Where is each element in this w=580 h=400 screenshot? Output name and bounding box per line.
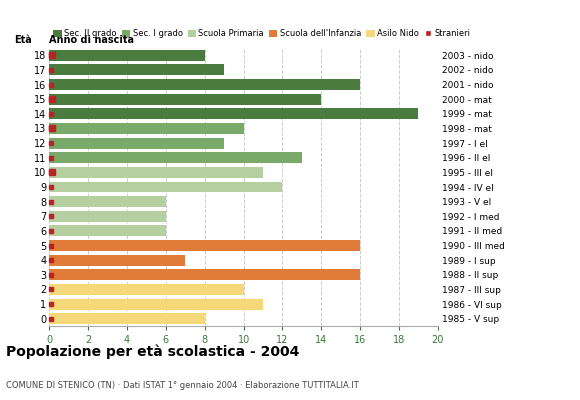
Text: Anno di nascita: Anno di nascita <box>49 35 135 45</box>
Bar <box>49 298 263 310</box>
Bar <box>49 269 360 280</box>
Bar <box>49 167 263 178</box>
Legend: Sec. II grado, Sec. I grado, Scuola Primaria, Scuola dell'Infanzia, Asilo Nido, : Sec. II grado, Sec. I grado, Scuola Prim… <box>53 29 471 38</box>
Bar <box>49 255 185 266</box>
Text: COMUNE DI STENICO (TN) · Dati ISTAT 1° gennaio 2004 · Elaborazione TUTTITALIA.IT: COMUNE DI STENICO (TN) · Dati ISTAT 1° g… <box>6 381 358 390</box>
Bar <box>49 284 244 295</box>
Bar <box>49 211 166 222</box>
Bar <box>49 313 205 324</box>
Bar <box>49 226 166 236</box>
Bar <box>49 152 302 163</box>
Bar <box>49 94 321 105</box>
Bar <box>49 108 418 119</box>
Bar <box>49 64 224 76</box>
Bar <box>49 79 360 90</box>
Text: Età: Età <box>14 35 32 45</box>
Bar <box>49 240 360 251</box>
Bar <box>49 196 166 207</box>
Bar <box>49 50 205 61</box>
Bar <box>49 182 282 192</box>
Text: Popolazione per età scolastica - 2004: Popolazione per età scolastica - 2004 <box>6 344 299 359</box>
Bar <box>49 138 224 148</box>
Bar <box>49 123 244 134</box>
